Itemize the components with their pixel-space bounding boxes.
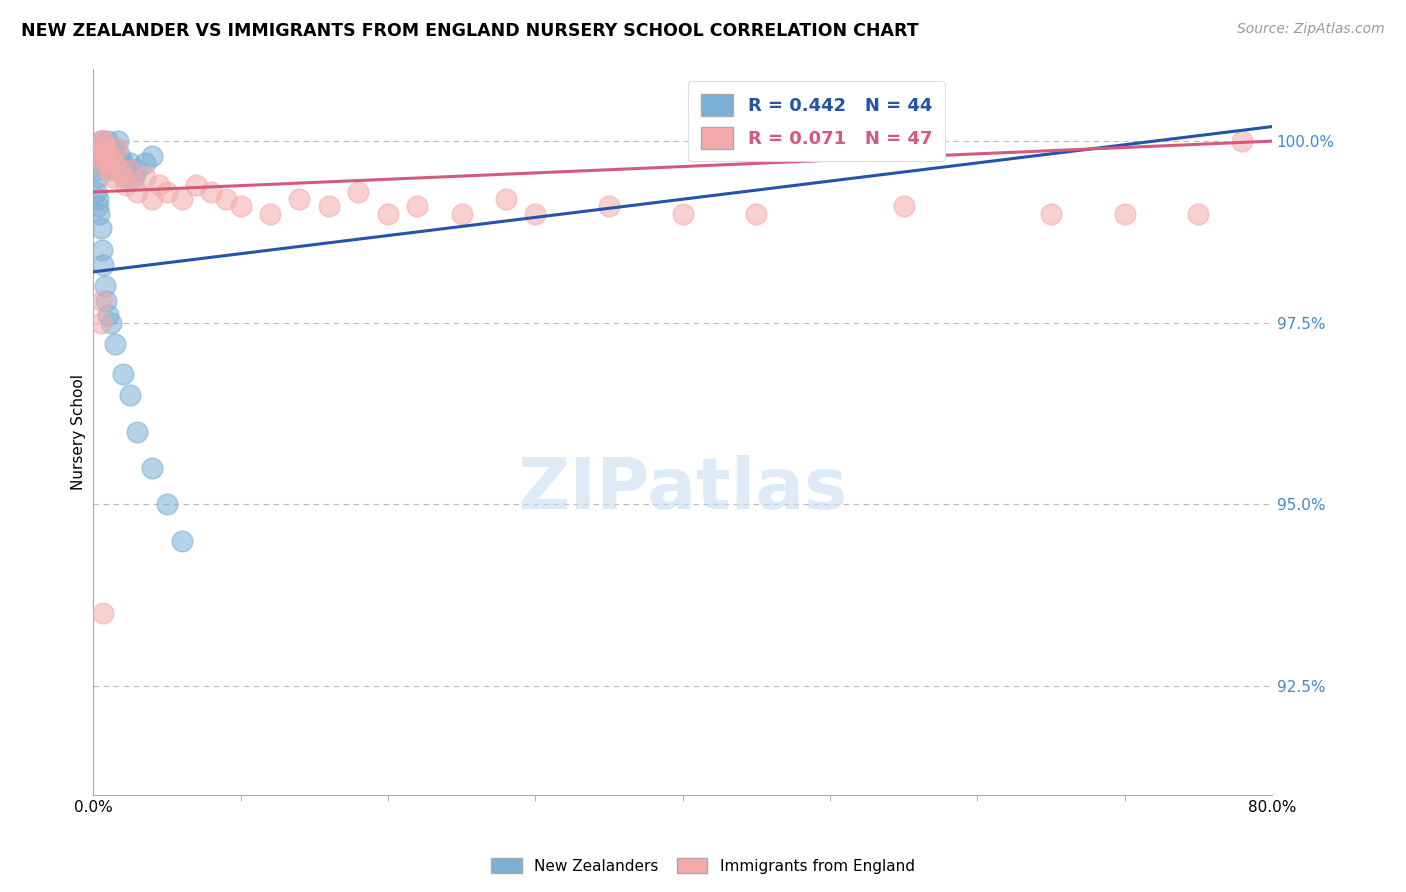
Point: [96, 293, 118, 308]
Point: [671, 207, 693, 221]
Point: [134, 156, 156, 170]
Point: [100, 316, 122, 330]
Point: [111, 367, 134, 381]
Point: [148, 178, 170, 192]
Point: [97, 134, 120, 148]
Point: [124, 170, 146, 185]
Point: [450, 207, 472, 221]
Legend: New Zealanders, Immigrants from England: New Zealanders, Immigrants from England: [485, 852, 921, 880]
Text: Source: ZipAtlas.com: Source: ZipAtlas.com: [1237, 22, 1385, 37]
Point: [101, 149, 124, 163]
Point: [259, 207, 281, 221]
Point: [524, 207, 547, 221]
Point: [598, 199, 620, 213]
Point: [111, 170, 134, 185]
Point: [86, 170, 108, 185]
Point: [215, 192, 238, 206]
Point: [84, 163, 107, 178]
Point: [93, 134, 115, 148]
Point: [186, 178, 208, 192]
Point: [90, 221, 112, 235]
Point: [93, 134, 115, 148]
Point: [229, 199, 252, 213]
Point: [105, 141, 128, 155]
Point: [127, 163, 149, 178]
Point: [104, 141, 127, 155]
Point: [107, 134, 129, 148]
Point: [1232, 134, 1254, 148]
Point: [100, 149, 122, 163]
Point: [87, 149, 110, 163]
Point: [117, 163, 139, 178]
Point: [93, 606, 115, 620]
Point: [114, 178, 136, 192]
Point: [127, 425, 149, 439]
Point: [94, 149, 117, 163]
Point: [100, 141, 122, 155]
Point: [93, 258, 115, 272]
Point: [104, 337, 127, 351]
Point: [118, 156, 141, 170]
Text: ZIPatlas: ZIPatlas: [517, 455, 848, 524]
Point: [127, 185, 149, 199]
Point: [94, 149, 117, 163]
Point: [96, 141, 118, 155]
Point: [745, 207, 768, 221]
Point: [134, 170, 156, 185]
Point: [103, 156, 125, 170]
Point: [105, 163, 128, 178]
Point: [200, 185, 222, 199]
Point: [495, 192, 517, 206]
Point: [91, 243, 114, 257]
Point: [118, 163, 141, 178]
Point: [156, 497, 179, 511]
Point: [98, 163, 121, 178]
Point: [118, 388, 141, 402]
Point: [103, 156, 125, 170]
Point: [86, 192, 108, 206]
Point: [1039, 207, 1062, 221]
Y-axis label: Nursery School: Nursery School: [72, 374, 86, 490]
Point: [101, 170, 124, 185]
Point: [91, 156, 114, 170]
Point: [318, 199, 340, 213]
Point: [111, 156, 134, 170]
Point: [141, 461, 163, 475]
Point: [87, 207, 110, 221]
Point: [97, 309, 120, 323]
Point: [108, 149, 131, 163]
Point: [377, 207, 399, 221]
Point: [347, 185, 370, 199]
Point: [156, 185, 179, 199]
Legend: R = 0.442   N = 44, R = 0.071   N = 47: R = 0.442 N = 44, R = 0.071 N = 47: [688, 81, 945, 161]
Text: NEW ZEALANDER VS IMMIGRANTS FROM ENGLAND NURSERY SCHOOL CORRELATION CHART: NEW ZEALANDER VS IMMIGRANTS FROM ENGLAND…: [21, 22, 918, 40]
Point: [90, 316, 112, 330]
Point: [86, 199, 108, 213]
Point: [91, 293, 114, 308]
Point: [97, 156, 120, 170]
Point: [141, 149, 163, 163]
Point: [90, 134, 112, 148]
Point: [90, 156, 112, 170]
Point: [1114, 207, 1136, 221]
Point: [90, 134, 112, 148]
Point: [893, 199, 915, 213]
Point: [1187, 207, 1209, 221]
Point: [91, 141, 114, 155]
Point: [170, 192, 193, 206]
Point: [108, 163, 131, 178]
Point: [84, 185, 107, 199]
Point: [87, 141, 110, 155]
Point: [94, 279, 117, 293]
Point: [114, 170, 136, 185]
Point: [98, 163, 121, 178]
Point: [170, 533, 193, 548]
Point: [406, 199, 429, 213]
Point: [288, 192, 311, 206]
Point: [86, 149, 108, 163]
Point: [96, 156, 118, 170]
Point: [141, 192, 163, 206]
